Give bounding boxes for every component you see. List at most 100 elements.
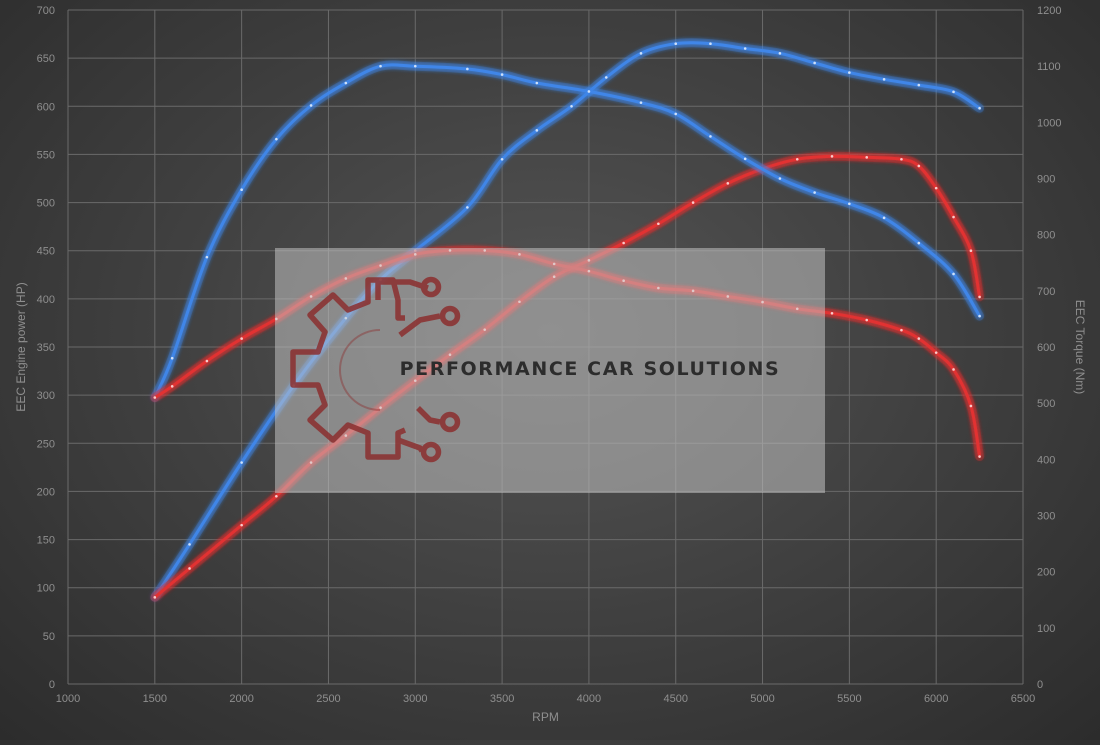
series-point bbox=[535, 129, 539, 132]
y-right-tick-label: 1100 bbox=[1037, 61, 1061, 73]
series-point bbox=[275, 494, 278, 498]
y-left-tick-label: 50 bbox=[43, 631, 55, 643]
series-point bbox=[900, 157, 903, 161]
series-point bbox=[466, 206, 469, 209]
y-left-tick-label: 700 bbox=[37, 5, 55, 17]
series-point bbox=[743, 157, 747, 161]
series-2-blue-right bbox=[150, 60, 985, 403]
series-point bbox=[813, 191, 816, 194]
series-point bbox=[848, 71, 851, 74]
series-point bbox=[240, 523, 243, 527]
series-point bbox=[535, 81, 539, 85]
series-point bbox=[309, 104, 313, 107]
grid bbox=[67, 9, 1024, 685]
y-left-tick-label: 250 bbox=[37, 438, 55, 450]
series-point bbox=[882, 78, 886, 81]
y-left-tick-label: 200 bbox=[37, 486, 55, 498]
series-point bbox=[170, 356, 174, 360]
series-point bbox=[674, 42, 678, 45]
y-left-tick-label: 600 bbox=[37, 101, 55, 113]
x-tick-label: 4500 bbox=[663, 693, 687, 705]
series-point bbox=[934, 186, 938, 190]
y-left-tick-label: 150 bbox=[37, 535, 55, 547]
series-point bbox=[726, 182, 730, 185]
series-point bbox=[639, 52, 643, 55]
series-point bbox=[882, 216, 886, 220]
series-point bbox=[674, 112, 678, 116]
series-point bbox=[917, 337, 921, 340]
series-point bbox=[275, 137, 278, 141]
series-point bbox=[709, 42, 712, 45]
series-point bbox=[587, 90, 591, 93]
series-point bbox=[952, 368, 955, 371]
series-point bbox=[344, 81, 348, 85]
series-point bbox=[188, 543, 191, 546]
series-point bbox=[205, 255, 209, 259]
x-tick-label: 5500 bbox=[837, 693, 861, 705]
series-point bbox=[978, 295, 981, 299]
y-left-tick-label: 500 bbox=[37, 198, 55, 210]
series-point bbox=[917, 164, 921, 168]
x-tick-label: 1500 bbox=[143, 693, 167, 705]
x-tick-label: 6500 bbox=[1011, 693, 1035, 705]
x-tick-label: 1000 bbox=[56, 693, 80, 705]
y-left-tick-label: 100 bbox=[37, 583, 55, 595]
x-tick-label: 2000 bbox=[229, 693, 253, 705]
series-point bbox=[691, 201, 695, 204]
y-right-tick-label: 100 bbox=[1037, 623, 1055, 635]
series-point bbox=[917, 83, 921, 87]
series-point bbox=[240, 337, 243, 340]
series-point bbox=[413, 64, 417, 68]
series-point bbox=[743, 47, 747, 50]
series-point bbox=[657, 222, 660, 226]
series-point bbox=[865, 318, 869, 322]
series-point bbox=[240, 461, 243, 464]
y-left-tick-label: 400 bbox=[37, 294, 55, 306]
y-axis-left-label: EEC Engine power (HP) bbox=[14, 282, 28, 411]
series-point bbox=[570, 104, 573, 108]
series-point bbox=[188, 567, 191, 570]
series-point bbox=[639, 101, 643, 104]
y-right-tick-label: 500 bbox=[1037, 398, 1055, 410]
x-tick-label: 6000 bbox=[924, 693, 948, 705]
series-point bbox=[170, 385, 174, 388]
series-point bbox=[813, 61, 816, 65]
series-point bbox=[795, 157, 799, 161]
series-point bbox=[917, 241, 921, 245]
series-point bbox=[778, 177, 782, 180]
y-right-tick-label: 900 bbox=[1037, 174, 1055, 186]
series-point bbox=[500, 73, 504, 76]
x-tick-label: 2500 bbox=[316, 693, 340, 705]
x-tick-label: 5000 bbox=[750, 693, 774, 705]
series-point bbox=[622, 241, 625, 245]
y-axis-right-label: EEC Torque (Nm) bbox=[1073, 300, 1087, 394]
series-point bbox=[969, 404, 973, 408]
series-point bbox=[500, 157, 504, 161]
series-point bbox=[153, 596, 157, 599]
x-tick-label: 3500 bbox=[490, 693, 514, 705]
axes: RPM EEC Engine power (HP) EEC Torque (Nm… bbox=[14, 5, 1087, 724]
series-point bbox=[865, 156, 869, 159]
y-right-tick-label: 700 bbox=[1037, 286, 1055, 298]
y-left-tick-label: 0 bbox=[49, 679, 55, 691]
x-tick-label: 3000 bbox=[403, 693, 427, 705]
y-left-tick-label: 650 bbox=[37, 53, 55, 65]
series-point bbox=[604, 76, 608, 79]
y-right-tick-label: 600 bbox=[1037, 342, 1055, 354]
series-point bbox=[900, 328, 903, 332]
y-right-tick-label: 1000 bbox=[1037, 117, 1061, 129]
y-right-tick-label: 200 bbox=[1037, 567, 1055, 579]
y-right-tick-label: 0 bbox=[1037, 679, 1043, 691]
series-point bbox=[978, 106, 981, 110]
brand-name-text: PERFORMANCE CAR SOLUTIONS bbox=[400, 358, 781, 380]
y-right-tick-label: 400 bbox=[1037, 454, 1055, 466]
y-left-tick-label: 300 bbox=[37, 390, 55, 402]
series-point bbox=[205, 359, 209, 363]
series-point bbox=[709, 135, 712, 138]
y-left-tick-label: 450 bbox=[37, 246, 55, 258]
y-right-tick-label: 300 bbox=[1037, 511, 1055, 523]
series-point bbox=[466, 67, 469, 71]
y-right-tick-label: 800 bbox=[1037, 230, 1055, 242]
series-point bbox=[379, 64, 382, 68]
